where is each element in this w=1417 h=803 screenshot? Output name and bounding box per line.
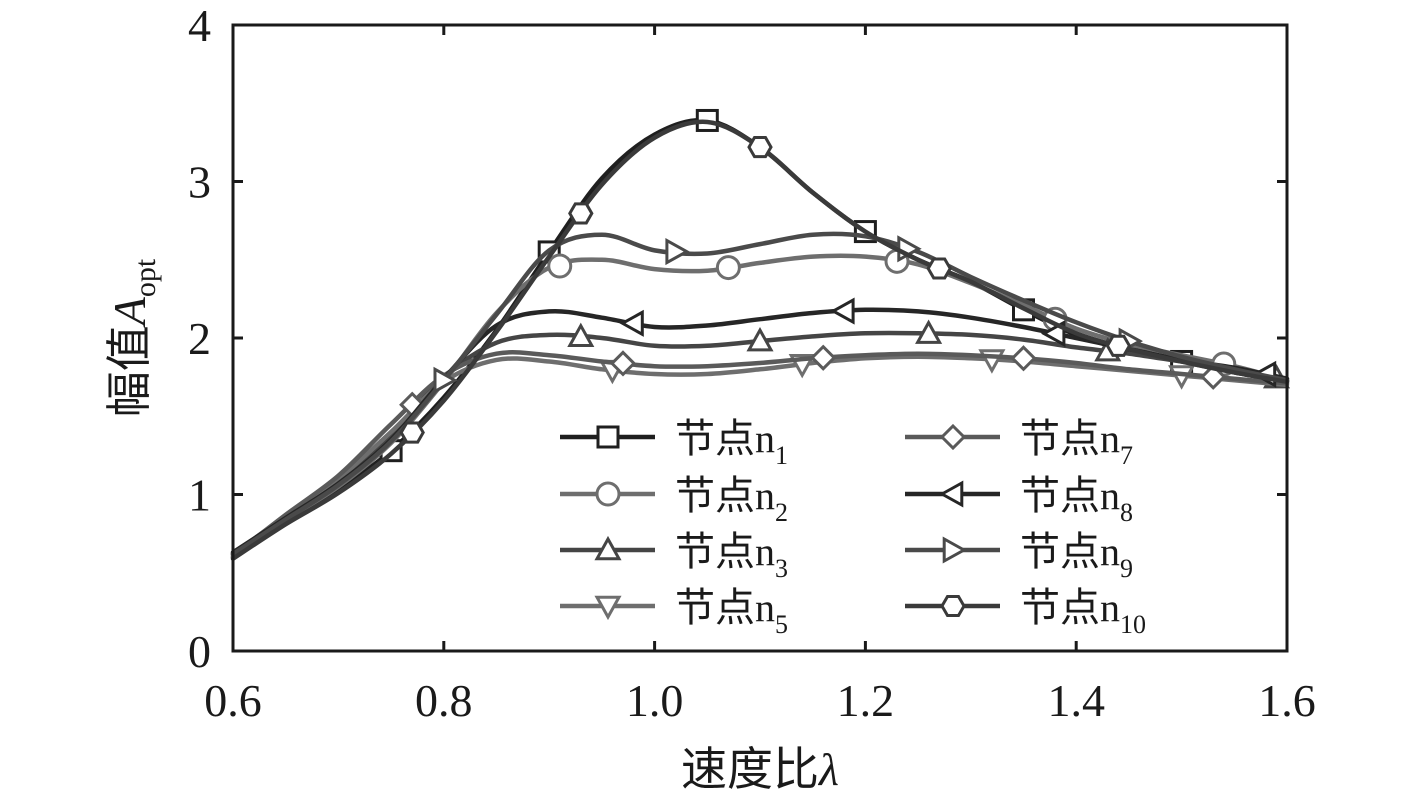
legend-item-n2: 节点n2 bbox=[560, 473, 788, 527]
x-tick-label: 1.4 bbox=[1047, 675, 1105, 726]
data-point-marker bbox=[568, 202, 594, 225]
legend-item-n1: 节点n1 bbox=[560, 416, 788, 470]
data-point-marker bbox=[1010, 345, 1037, 372]
legend-marker bbox=[594, 535, 622, 561]
legend-item-n10: 节点n10 bbox=[905, 585, 1146, 639]
x-tick-label: 0.8 bbox=[415, 675, 473, 726]
data-point-marker bbox=[926, 257, 952, 280]
legend-label: 节点n8 bbox=[1020, 473, 1133, 527]
series-n7 bbox=[230, 344, 1290, 558]
data-point-marker bbox=[609, 350, 637, 377]
data-point-marker bbox=[665, 238, 690, 266]
legend-marker bbox=[595, 481, 621, 507]
y-tick-label: 2 bbox=[188, 313, 211, 364]
legend-label-subscript: 10 bbox=[1120, 610, 1146, 639]
legend-label-base: n bbox=[755, 529, 775, 574]
legend-item-n3: 节点n3 bbox=[560, 529, 788, 583]
legend-label-subscript: 7 bbox=[1120, 441, 1133, 470]
data-point-marker bbox=[830, 297, 855, 325]
legend-label: 节点n9 bbox=[1020, 529, 1133, 583]
legend-label-subscript: 5 bbox=[775, 610, 788, 639]
legend-marker bbox=[938, 480, 964, 508]
y-axis-title: 幅值Aopt bbox=[102, 258, 162, 417]
legend-label-base: n bbox=[1100, 585, 1120, 630]
series-layer bbox=[230, 108, 1291, 561]
legend-label-base: n bbox=[1100, 529, 1120, 574]
legend-label-base: n bbox=[1100, 416, 1120, 461]
legend-marker bbox=[942, 536, 968, 564]
legend-label-prefix: 节点 bbox=[675, 585, 755, 631]
legend-label: 节点n5 bbox=[675, 585, 788, 639]
legend-label: 节点n2 bbox=[675, 473, 788, 527]
data-point-marker bbox=[746, 327, 774, 352]
legend-label: 节点n1 bbox=[675, 416, 788, 470]
legend-label-prefix: 节点 bbox=[1020, 416, 1100, 462]
legend-label-subscript: 1 bbox=[775, 441, 788, 470]
legend-label-base: n bbox=[755, 473, 775, 518]
x-tick-label: 0.6 bbox=[204, 675, 262, 726]
legend-label-base: n bbox=[1100, 473, 1120, 518]
data-point-marker bbox=[619, 309, 644, 337]
legend-label-subscript: 3 bbox=[775, 554, 788, 583]
legend-label-prefix: 节点 bbox=[1020, 585, 1100, 631]
data-point-marker bbox=[567, 322, 595, 347]
legend-label-base: n bbox=[755, 416, 775, 461]
legend-item-n7: 节点n7 bbox=[905, 416, 1133, 470]
legend-item-n8: 节点n8 bbox=[905, 473, 1133, 527]
y-axis-ticks: 0 1 2 3 4 bbox=[188, 0, 1287, 677]
legend-label-prefix: 节点 bbox=[675, 473, 755, 519]
legend-label-prefix: 节点 bbox=[1020, 473, 1100, 519]
legend-marker bbox=[939, 423, 967, 451]
legend-label-prefix: 节点 bbox=[675, 416, 755, 462]
legend-label: 节点n3 bbox=[675, 529, 788, 583]
data-point-marker bbox=[915, 319, 943, 344]
legend-label-prefix: 节点 bbox=[1020, 529, 1100, 575]
x-axis-title: 速度比λ bbox=[681, 742, 839, 796]
data-point-marker bbox=[399, 421, 425, 444]
x-tick-label: 1.2 bbox=[837, 675, 895, 726]
legend-item-n9: 节点n9 bbox=[905, 529, 1133, 583]
data-point-marker bbox=[715, 255, 741, 281]
data-point-marker bbox=[1105, 334, 1132, 357]
x-tick-label: 1.6 bbox=[1258, 675, 1316, 726]
y-tick-label: 1 bbox=[188, 470, 211, 521]
legend-marker bbox=[594, 595, 622, 621]
y-tick-label: 0 bbox=[188, 626, 211, 677]
legend-label-subscript: 8 bbox=[1120, 498, 1133, 527]
data-point-marker bbox=[433, 366, 458, 394]
series-n10 bbox=[230, 119, 1290, 561]
data-point-marker bbox=[810, 344, 837, 371]
x-axis-ticks: 0.6 0.8 1.0 1.2 1.4 1.6 bbox=[204, 25, 1316, 726]
y-tick-label: 3 bbox=[188, 157, 211, 208]
legend-label-subscript: 2 bbox=[775, 498, 788, 527]
legend-marker bbox=[940, 595, 966, 617]
legend-item-n5: 节点n5 bbox=[560, 585, 788, 639]
data-point-marker bbox=[747, 136, 773, 159]
data-point-marker bbox=[547, 253, 573, 279]
legend-label-base: n bbox=[755, 585, 775, 630]
series-line bbox=[230, 350, 1290, 558]
legend-marker bbox=[596, 425, 620, 449]
x-tick-label: 1.0 bbox=[626, 675, 684, 726]
legend-label-subscript: 9 bbox=[1120, 554, 1133, 583]
y-tick-label: 4 bbox=[188, 0, 211, 51]
legend-label-prefix: 节点 bbox=[675, 529, 755, 575]
legend-label: 节点n10 bbox=[1020, 585, 1146, 639]
legend-label: 节点n7 bbox=[1020, 416, 1133, 470]
